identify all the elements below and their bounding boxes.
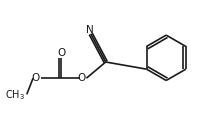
Text: O: O — [32, 73, 40, 83]
Text: O: O — [77, 73, 85, 83]
Text: O: O — [57, 48, 65, 58]
Text: N: N — [85, 25, 93, 35]
Text: CH$_3$: CH$_3$ — [5, 88, 25, 102]
